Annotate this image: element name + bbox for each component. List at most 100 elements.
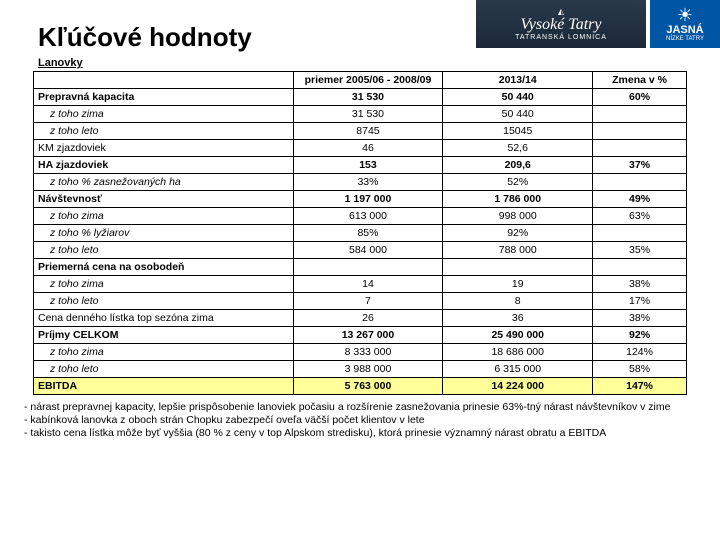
row-value-period2: 92% <box>443 225 593 242</box>
table-row: z toho leto584 000788 00035% <box>34 242 687 259</box>
row-value-period1: 1 197 000 <box>293 191 443 208</box>
row-change: 124% <box>593 344 687 361</box>
mountain-icon: ◭ <box>558 7 564 16</box>
row-label: Návštevnosť <box>34 191 294 208</box>
row-change <box>593 259 687 276</box>
table-row: z toho zima613 000998 00063% <box>34 208 687 225</box>
table-row: Návštevnosť1 197 0001 786 00049% <box>34 191 687 208</box>
row-label: z toho leto <box>34 242 294 259</box>
section-subhead: Lanovky <box>0 57 720 69</box>
row-label: z toho leto <box>34 123 294 140</box>
table-row: HA zjazdoviek153209,637% <box>34 157 687 174</box>
row-change: 60% <box>593 89 687 106</box>
sun-icon: ☀ <box>677 6 693 24</box>
row-value-period1: 153 <box>293 157 443 174</box>
row-label: Prepravná kapacita <box>34 89 294 106</box>
table-row: z toho zima31 53050 440 <box>34 106 687 123</box>
row-value-period1: 33% <box>293 174 443 191</box>
row-value-period2: 209,6 <box>443 157 593 174</box>
logo-vt-sub: TATRANSKÁ LOMNICA <box>515 34 607 41</box>
row-change: 92% <box>593 327 687 344</box>
row-value-period2: 50 440 <box>443 106 593 123</box>
row-label: z toho % lyžiarov <box>34 225 294 242</box>
row-value-period1: 26 <box>293 310 443 327</box>
table-row: z toho leto874515045 <box>34 123 687 140</box>
row-change: 147% <box>593 378 687 395</box>
row-change <box>593 140 687 157</box>
table-row: Prepravná kapacita31 53050 44060% <box>34 89 687 106</box>
row-value-period2: 52,6 <box>443 140 593 157</box>
row-label: KM zjazdoviek <box>34 140 294 157</box>
row-change: 38% <box>593 276 687 293</box>
row-label: EBITDA <box>34 378 294 395</box>
table-row: z toho % zasnežovaných ha33%52% <box>34 174 687 191</box>
row-value-period1: 3 988 000 <box>293 361 443 378</box>
footnote-line: - takisto cena lístka môže byť vyššia (8… <box>24 427 700 440</box>
footnote-line: - nárast prepravnej kapacity, lepšie pri… <box>24 401 700 414</box>
row-label: Cena denného lístka top sezóna zima <box>34 310 294 327</box>
row-change <box>593 123 687 140</box>
row-value-period1: 46 <box>293 140 443 157</box>
table-row: Cena denného lístka top sezóna zima26363… <box>34 310 687 327</box>
row-value-period2: 52% <box>443 174 593 191</box>
row-change: 37% <box>593 157 687 174</box>
table-row: Príjmy CELKOM13 267 00025 490 00092% <box>34 327 687 344</box>
row-change: 35% <box>593 242 687 259</box>
logo-vysoke-tatry: ◭ Vysoké Tatry TATRANSKÁ LOMNICA <box>476 0 646 48</box>
row-value-period1: 13 267 000 <box>293 327 443 344</box>
row-change <box>593 225 687 242</box>
row-value-period1: 31 530 <box>293 89 443 106</box>
table-row: z toho zima141938% <box>34 276 687 293</box>
row-change: 58% <box>593 361 687 378</box>
row-value-period2: 15045 <box>443 123 593 140</box>
row-value-period1: 5 763 000 <box>293 378 443 395</box>
footnote-line: - kabínková lanovka z oboch strán Chopku… <box>24 414 700 427</box>
row-label: Príjmy CELKOM <box>34 327 294 344</box>
row-change <box>593 106 687 123</box>
logo-jasna: ☀ JASNÁ NÍZKE TATRY <box>650 0 720 48</box>
row-change: 38% <box>593 310 687 327</box>
table-row: KM zjazdoviek4652,6 <box>34 140 687 157</box>
row-value-period1: 584 000 <box>293 242 443 259</box>
table-row: z toho % lyžiarov85%92% <box>34 225 687 242</box>
row-value-period2: 998 000 <box>443 208 593 225</box>
table-header-row: priemer 2005/06 - 2008/09 2013/14 Zmena … <box>34 72 687 89</box>
row-label: z toho zima <box>34 208 294 225</box>
row-value-period2: 25 490 000 <box>443 327 593 344</box>
table-row: Priemerná cena na osobodeň <box>34 259 687 276</box>
logo-jasna-name: JASNÁ <box>666 24 703 36</box>
col-header-change: Zmena v % <box>593 72 687 89</box>
table-row: z toho leto3 988 0006 315 00058% <box>34 361 687 378</box>
logo-vt-brand: Vysoké Tatry <box>520 16 601 34</box>
col-header-label <box>34 72 294 89</box>
row-value-period1: 8 333 000 <box>293 344 443 361</box>
row-change <box>593 174 687 191</box>
row-value-period2: 6 315 000 <box>443 361 593 378</box>
row-change: 63% <box>593 208 687 225</box>
logo-jasna-sub: NÍZKE TATRY <box>666 36 704 42</box>
row-value-period2: 50 440 <box>443 89 593 106</box>
header-logos: ◭ Vysoké Tatry TATRANSKÁ LOMNICA ☀ JASNÁ… <box>476 0 720 48</box>
row-label: z toho zima <box>34 344 294 361</box>
row-label: z toho leto <box>34 293 294 310</box>
row-value-period2: 8 <box>443 293 593 310</box>
data-table: priemer 2005/06 - 2008/09 2013/14 Zmena … <box>33 71 687 395</box>
row-label: z toho zima <box>34 106 294 123</box>
row-value-period2: 36 <box>443 310 593 327</box>
table-row: EBITDA5 763 00014 224 000147% <box>34 378 687 395</box>
row-change: 49% <box>593 191 687 208</box>
row-value-period1: 14 <box>293 276 443 293</box>
row-label: HA zjazdoviek <box>34 157 294 174</box>
row-value-period2: 1 786 000 <box>443 191 593 208</box>
table-row: z toho zima8 333 00018 686 000124% <box>34 344 687 361</box>
row-value-period1: 85% <box>293 225 443 242</box>
row-value-period1: 31 530 <box>293 106 443 123</box>
row-value-period1: 7 <box>293 293 443 310</box>
row-label: z toho leto <box>34 361 294 378</box>
row-value-period2: 788 000 <box>443 242 593 259</box>
row-value-period1: 613 000 <box>293 208 443 225</box>
row-value-period2 <box>443 259 593 276</box>
row-value-period2: 18 686 000 <box>443 344 593 361</box>
col-header-period2: 2013/14 <box>443 72 593 89</box>
row-label: z toho % zasnežovaných ha <box>34 174 294 191</box>
